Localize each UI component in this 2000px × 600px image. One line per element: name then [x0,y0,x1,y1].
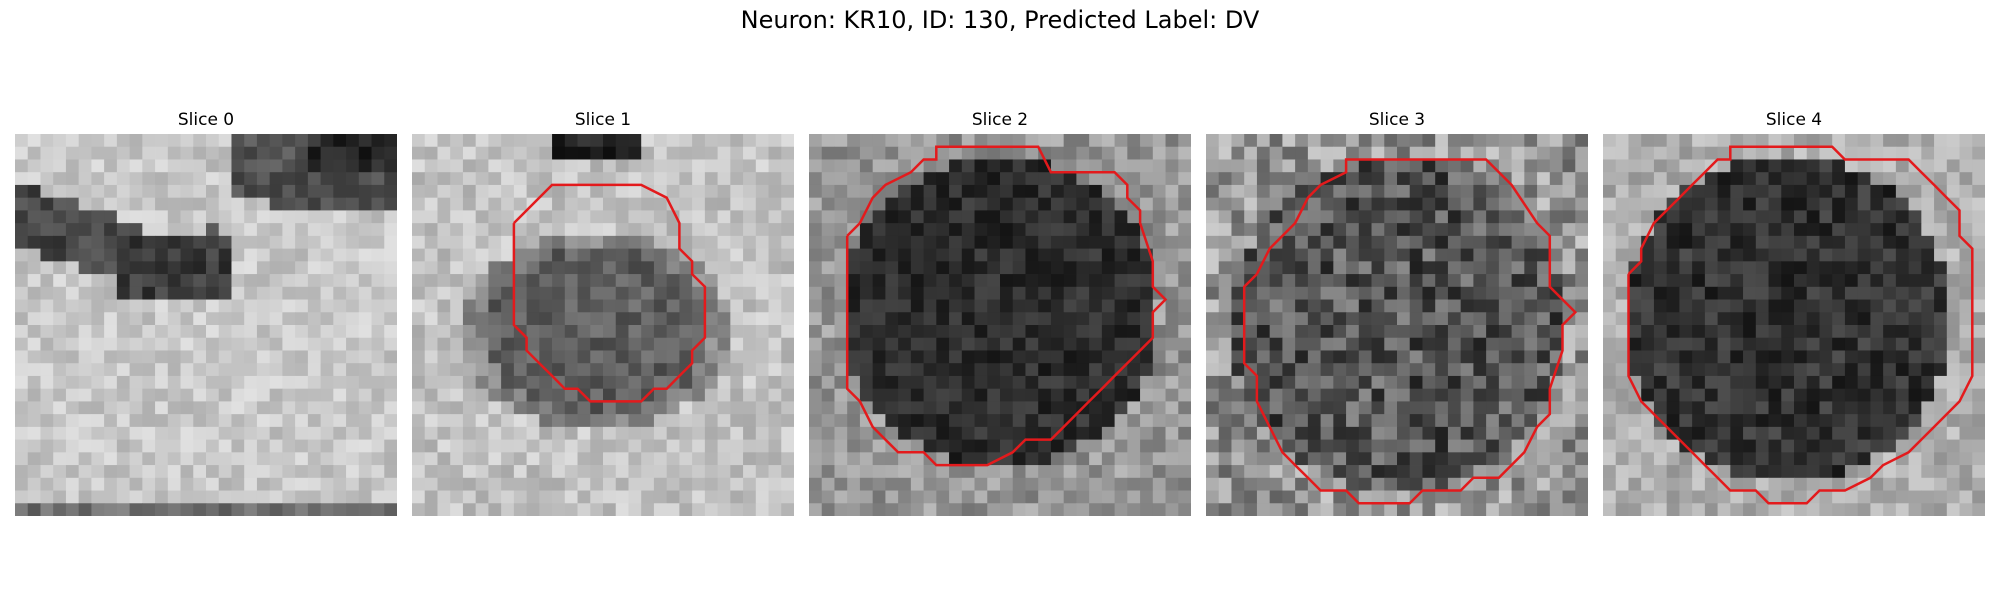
slice-image-svg [1603,134,1985,516]
slice-image-svg [809,134,1191,516]
slice-image-4 [1603,134,1985,516]
slice-title: Slice 0 [177,110,235,130]
slice-panel-4: Slice 4 [1603,110,1985,516]
slice-image-svg [412,134,794,516]
slice-panel-0: Slice 0 [15,110,397,516]
neuron-contour [845,145,1168,467]
slice-image-svg [15,134,397,516]
slice-title: Slice 1 [574,110,632,130]
slice-title: Slice 3 [1368,110,1426,130]
slice-title: Slice 2 [971,110,1029,130]
neuron-contour [1242,158,1578,505]
slice-image-3 [1206,134,1588,516]
slice-image-0 [15,134,397,516]
slice-panel-1: Slice 1 [412,110,794,516]
slice-panel-2: Slice 2 [809,110,1191,516]
figure-title: Neuron: KR10, ID: 130, Predicted Label: … [740,6,1260,34]
neuron-contour [1627,145,1974,505]
slice-image-svg [1206,134,1588,516]
slice-panel-3: Slice 3 [1206,110,1588,516]
neuron-contour [512,183,707,403]
slice-image-1 [412,134,794,516]
slice-title: Slice 4 [1765,110,1823,130]
slice-image-2 [809,134,1191,516]
